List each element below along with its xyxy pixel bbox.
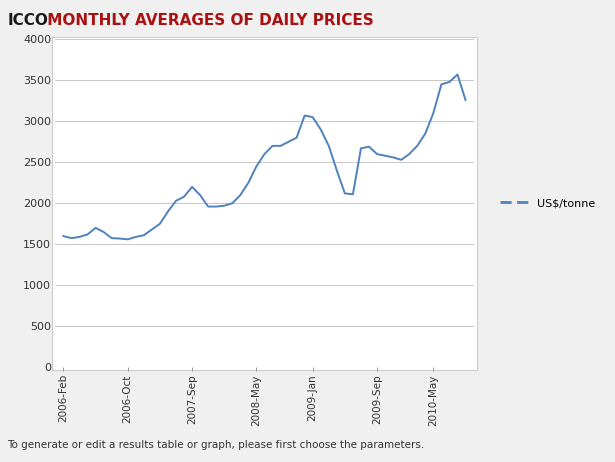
- Text: ICCO: ICCO: [7, 12, 48, 28]
- Legend: US$/tonne: US$/tonne: [496, 194, 600, 213]
- Text: MONTHLY AVERAGES OF DAILY PRICES: MONTHLY AVERAGES OF DAILY PRICES: [42, 12, 373, 28]
- Text: To generate or edit a results table or graph, please first choose the parameters: To generate or edit a results table or g…: [7, 440, 424, 450]
